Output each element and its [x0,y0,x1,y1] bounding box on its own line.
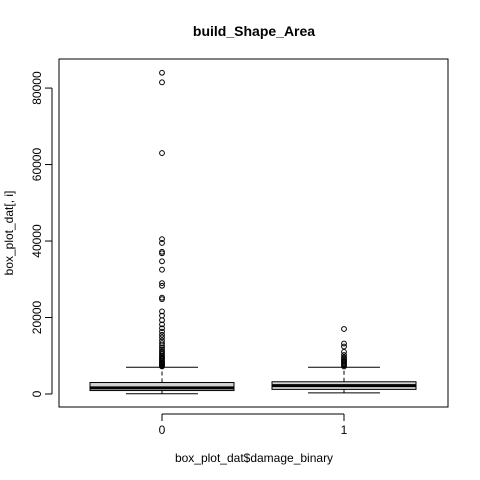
y-tick-label: 80000 [30,71,44,105]
x-tick-label: 0 [159,423,166,437]
outlier-point [159,308,165,315]
outlier-point [159,321,165,328]
x-axis-label: box_plot_dat$damage_binary [175,451,333,465]
y-tick-label: 0 [30,390,44,397]
outlier-point [159,325,165,332]
y-tick-label: 40000 [30,224,44,258]
y-tick-label: 60000 [30,148,44,182]
outlier-point [341,354,347,361]
outlier-point [159,328,165,335]
outlier-point [159,344,165,351]
outlier-point [159,348,165,355]
plot-frame [58,58,449,408]
outlier-point [341,340,347,347]
outlier-point [341,352,347,358]
outlier-point [159,150,165,156]
outlier-point [159,312,165,319]
box-group-0 [89,69,235,395]
y-axis-label: box_plot_dat[, i] [2,191,16,276]
outlier-point [159,346,165,353]
outlier-point [341,343,347,350]
outlier-point [159,294,165,301]
outlier-point [159,337,165,344]
outlier-point [159,280,165,286]
outlier-point [159,69,165,76]
outlier-point [159,266,165,273]
outlier-point [341,349,347,355]
outlier-point [159,334,165,341]
outlier-point [159,240,165,246]
y-tick-label: 20000 [30,301,44,335]
outlier-point [159,340,165,347]
outlier-point [159,331,165,338]
y-axis: 0 20000 40000 60000 80000 [30,71,53,397]
box-group-1 [271,326,417,394]
outlier-point [159,248,165,255]
outlier-point [159,236,165,243]
chart-title: build_Shape_Area [193,23,315,39]
box-series [89,69,417,395]
outlier-point [159,258,165,265]
outlier-point [341,326,347,332]
outlier-point [159,79,165,86]
outlier-point [159,282,165,289]
x-tick-label: 1 [341,423,348,437]
